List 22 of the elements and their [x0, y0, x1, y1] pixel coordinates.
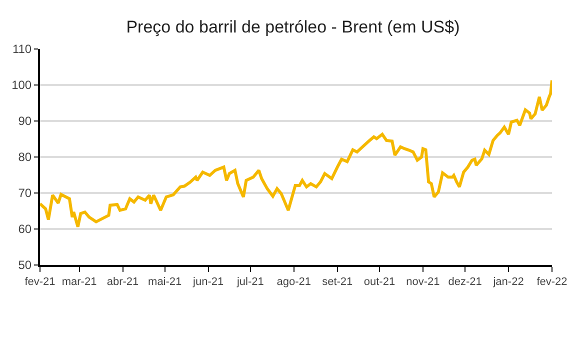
y-tick-label: 110: [12, 42, 32, 56]
x-tick-label: abr-21: [106, 276, 139, 288]
x-tick-label: fev-21: [24, 276, 56, 288]
x-tick-label: fev-22: [536, 276, 568, 288]
x-tick-label: mai-21: [148, 276, 182, 288]
y-tick-label: 100: [12, 78, 32, 92]
line-series: [40, 78, 552, 228]
y-tick-label: 50: [18, 258, 32, 272]
chart-title: Preço do barril de petróleo - Brent (em US$): [126, 17, 460, 36]
x-tick-label: mar-21: [62, 276, 97, 288]
x-tick-label: jun-21: [192, 276, 224, 288]
x-tick-label: set-21: [322, 276, 353, 288]
y-tick-label: 70: [18, 186, 32, 200]
x-tick-label: out-21: [364, 276, 396, 288]
y-tick-label: 60: [18, 222, 32, 236]
x-tick-label: ago-21: [276, 276, 312, 288]
y-tick-label: 90: [18, 114, 32, 128]
y-tick-label: 80: [18, 150, 32, 164]
x-tick-label: jan-22: [492, 276, 524, 288]
x-tick-label: jul-21: [236, 276, 264, 288]
x-tick-label: dez-21: [448, 276, 482, 288]
x-tick-label: nov-21: [406, 276, 440, 288]
